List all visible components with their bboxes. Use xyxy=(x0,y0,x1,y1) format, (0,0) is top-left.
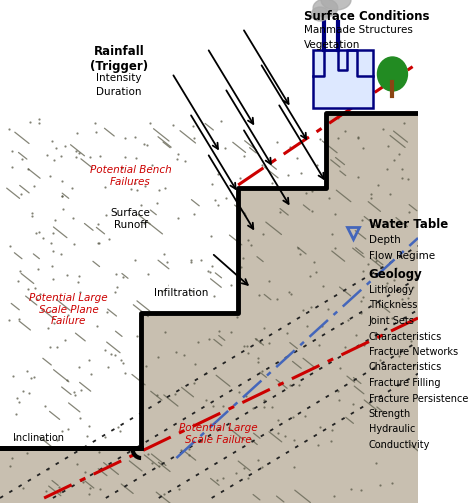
Text: Hydraulic: Hydraulic xyxy=(369,425,415,435)
Ellipse shape xyxy=(321,0,351,10)
Text: Characteristics: Characteristics xyxy=(369,331,442,342)
Text: Surface
Runoff: Surface Runoff xyxy=(110,208,150,229)
Text: Thickness: Thickness xyxy=(369,300,417,310)
Text: Fracture Persistence: Fracture Persistence xyxy=(369,393,468,403)
Text: Vegetation: Vegetation xyxy=(304,40,361,50)
Circle shape xyxy=(377,57,408,91)
Text: Infiltration: Infiltration xyxy=(154,288,208,298)
Text: Geology: Geology xyxy=(369,268,422,281)
Text: Water Table: Water Table xyxy=(369,218,448,231)
Text: Joint Sets: Joint Sets xyxy=(369,316,415,326)
Text: Lithology: Lithology xyxy=(369,285,413,295)
Ellipse shape xyxy=(313,0,338,17)
Text: Manmade Structures: Manmade Structures xyxy=(304,25,413,35)
Polygon shape xyxy=(0,113,418,503)
Ellipse shape xyxy=(311,7,329,21)
Text: Depth: Depth xyxy=(369,235,401,245)
Text: Flow Regime: Flow Regime xyxy=(369,251,435,261)
Text: Surface Conditions: Surface Conditions xyxy=(304,10,430,23)
Text: Inclination: Inclination xyxy=(13,433,64,443)
Text: Fracture Networks: Fracture Networks xyxy=(369,347,458,357)
Text: Fracture Filling: Fracture Filling xyxy=(369,378,440,388)
Text: Potential Large
Scale Failure: Potential Large Scale Failure xyxy=(179,423,258,445)
Text: Duration: Duration xyxy=(96,87,142,97)
Bar xyxy=(313,50,373,108)
Text: Strength: Strength xyxy=(369,409,411,419)
Text: Potential Large
Scale Plane
Failure: Potential Large Scale Plane Failure xyxy=(29,293,108,326)
Text: Rainfall
(Trigger): Rainfall (Trigger) xyxy=(90,45,148,73)
Text: Potential Bench
Failures: Potential Bench Failures xyxy=(90,165,172,187)
Text: Intensity: Intensity xyxy=(96,73,142,83)
Text: Characteristics: Characteristics xyxy=(369,363,442,373)
Text: Conductivity: Conductivity xyxy=(369,440,430,450)
